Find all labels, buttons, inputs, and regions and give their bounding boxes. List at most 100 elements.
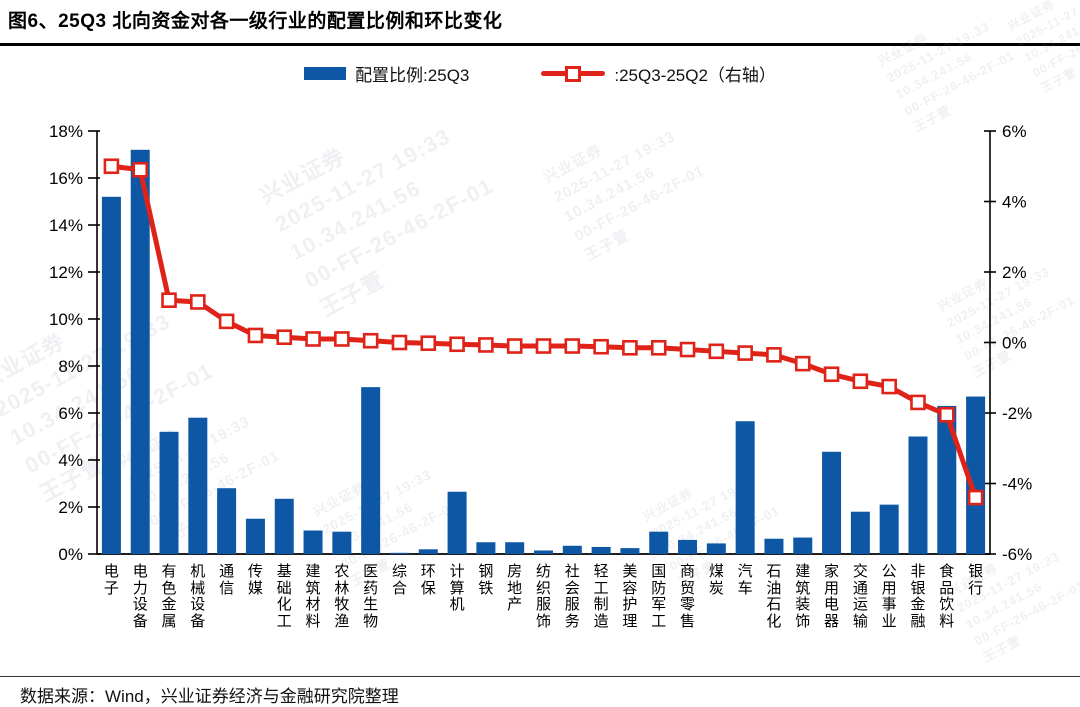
line-legend-swatch	[541, 66, 606, 82]
line-marker	[766, 347, 782, 363]
x-label-食品饮料: 食品饮料	[939, 563, 955, 630]
legend: 配置比例:25Q3 :25Q3-25Q2（右轴）	[0, 61, 1080, 86]
chart-title: 图6、25Q3 北向资金对各一级行业的配置比例和环比变化	[8, 11, 503, 32]
line-marker	[794, 355, 811, 372]
line-marker	[478, 337, 494, 353]
left-axis-tick-label: 8%	[58, 357, 83, 376]
line-marker	[362, 332, 379, 349]
bar-石油石化	[764, 538, 784, 554]
bar-轻工制造	[591, 546, 611, 554]
bar-综合	[389, 552, 409, 554]
x-label-环保: 环保	[420, 563, 436, 597]
left-axis-tick-label: 10%	[49, 310, 83, 329]
x-label-房地产: 房地产	[507, 563, 523, 613]
bar-电力设备	[130, 149, 150, 555]
line-marker	[334, 331, 350, 347]
x-label-通信: 通信	[219, 563, 235, 597]
line-marker	[132, 161, 149, 178]
x-label-医药生物: 医药生物	[363, 563, 379, 630]
x-label-公用事业: 公用事业	[881, 563, 897, 630]
legend-item-bar: 配置比例:25Q3	[304, 61, 469, 86]
line-legend-marker-icon	[565, 66, 582, 82]
line-marker	[708, 343, 725, 360]
right-axis-tick-label: -6%	[1002, 545, 1032, 564]
line-marker	[218, 313, 235, 330]
line-marker	[679, 341, 696, 358]
left-axis-tick-label: 18%	[49, 122, 83, 141]
x-label-交通运输: 交通运输	[852, 563, 868, 630]
right-axis-tick-label: 2%	[1002, 263, 1027, 282]
x-label-商贸零售: 商贸零售	[680, 563, 696, 630]
line-legend-label: :25Q3-25Q2（右轴）	[614, 66, 776, 85]
line-marker	[823, 366, 840, 383]
line-marker	[593, 338, 609, 355]
x-label-纺织服饰: 纺织服饰	[535, 563, 551, 630]
line-marker	[190, 294, 206, 310]
line-marker	[449, 336, 465, 353]
bar-建筑装饰	[793, 537, 813, 554]
right-axis-tick-label: -2%	[1002, 404, 1032, 423]
x-label-基础化工: 基础化工	[276, 563, 292, 630]
left-axis-tick-label: 12%	[49, 263, 83, 282]
bar-legend-label: 配置比例:25Q3	[355, 66, 470, 85]
x-label-银行: 银行	[968, 563, 984, 597]
bar-汽车	[735, 421, 755, 554]
bar-基础化工	[274, 498, 294, 554]
right-axis-tick-label: 6%	[1002, 122, 1027, 141]
line-marker	[247, 327, 264, 344]
x-label-综合: 综合	[391, 563, 407, 597]
x-label-农林牧渔: 农林牧渔	[334, 563, 350, 630]
line-marker	[910, 394, 926, 411]
bar-银行	[966, 396, 986, 554]
line-marker	[161, 292, 177, 309]
bar-传媒	[245, 518, 265, 554]
x-label-石油石化: 石油石化	[766, 563, 782, 630]
bar-非银金融	[908, 436, 928, 554]
left-axis-tick-label: 2%	[58, 498, 83, 517]
bar-计算机	[447, 491, 467, 554]
x-label-电力设备: 电力设备	[132, 563, 148, 630]
line-marker	[737, 345, 753, 361]
bar-食品饮料	[937, 405, 957, 554]
x-label-社会服务: 社会服务	[564, 563, 580, 630]
line-marker	[305, 331, 321, 347]
right-axis-tick-label: -4%	[1002, 475, 1032, 494]
x-label-钢铁: 钢铁	[478, 563, 494, 597]
x-label-建筑装饰: 建筑装饰	[795, 563, 811, 630]
x-label-汽车: 汽车	[737, 563, 753, 597]
x-label-国防军工: 国防军工	[651, 563, 667, 630]
line-marker	[103, 158, 120, 175]
bar-钢铁	[476, 542, 496, 554]
bar-商贸零售	[678, 539, 698, 554]
x-label-美容护理: 美容护理	[622, 563, 638, 630]
line-marker	[535, 338, 552, 354]
x-label-建筑材料: 建筑材料	[305, 563, 321, 630]
bar-农林牧渔	[332, 531, 352, 554]
footer-divider	[0, 676, 1080, 677]
bar-交通运输	[850, 511, 870, 554]
x-label-计算机: 计算机	[449, 563, 465, 613]
x-label-非银金融: 非银金融	[910, 563, 926, 630]
right-axis-tick-label: 4%	[1002, 193, 1027, 212]
left-axis-tick-label: 6%	[58, 404, 83, 423]
bar-社会服务	[562, 545, 582, 554]
bar-家用电器	[822, 451, 842, 554]
left-axis-tick-label: 4%	[58, 451, 83, 470]
bar-通信	[217, 488, 237, 554]
line-marker	[391, 334, 408, 351]
line-marker	[506, 338, 523, 354]
line-marker	[881, 378, 897, 395]
bar-煤炭	[706, 543, 726, 554]
x-label-轻工制造: 轻工制造	[593, 563, 609, 630]
bar-纺织服饰	[534, 550, 553, 554]
bar-电子	[101, 196, 121, 555]
bar-房地产	[505, 542, 525, 554]
x-label-电子: 电子	[103, 563, 119, 597]
bar-国防军工	[649, 531, 669, 554]
line-marker	[622, 339, 638, 356]
legend-item-line: :25Q3-25Q2（右轴）	[541, 61, 776, 86]
x-label-有色金属: 有色金属	[161, 563, 177, 630]
line-marker	[564, 338, 581, 354]
